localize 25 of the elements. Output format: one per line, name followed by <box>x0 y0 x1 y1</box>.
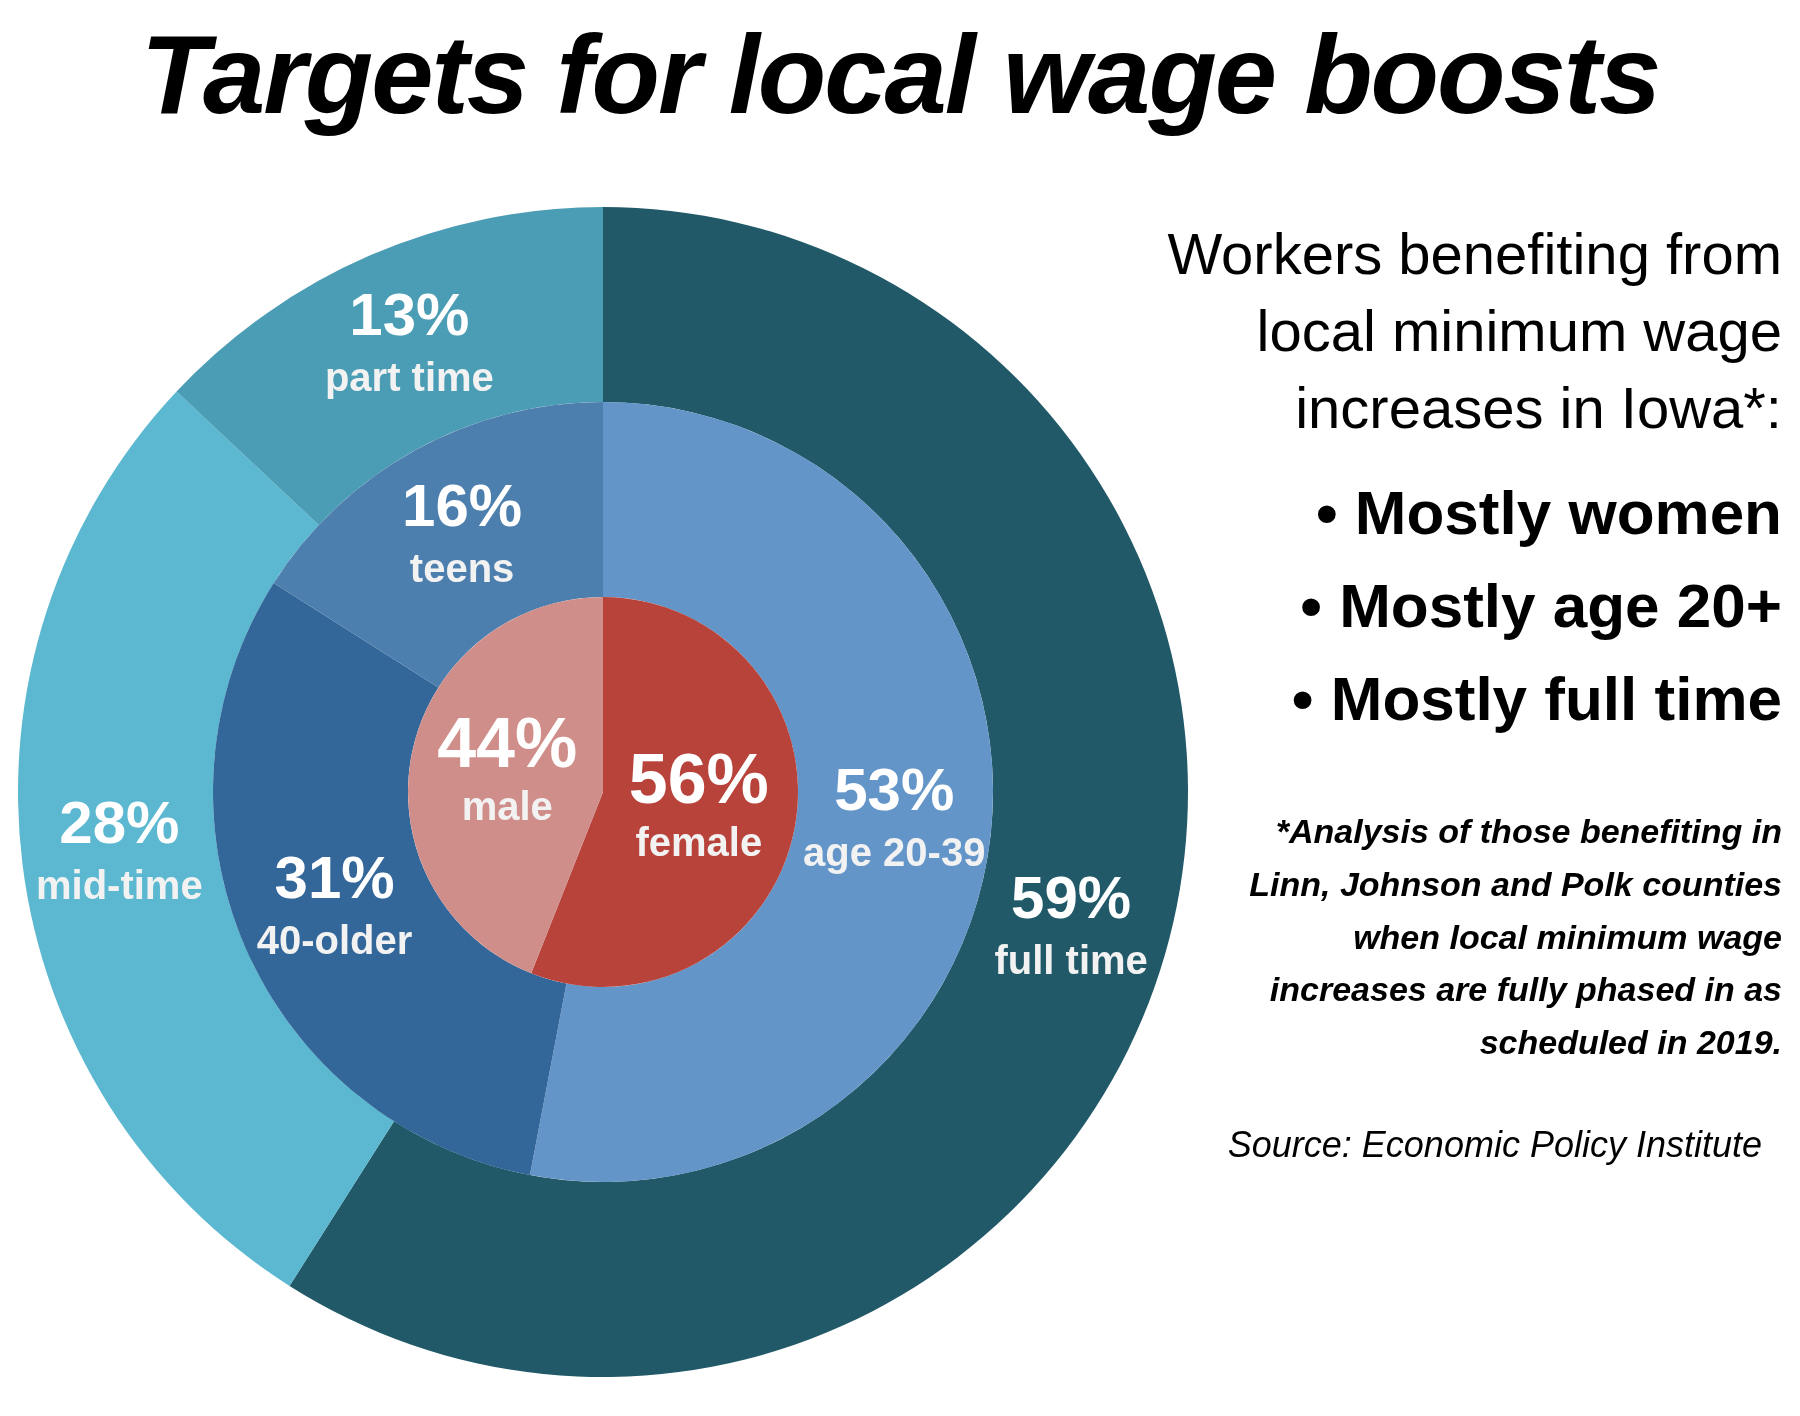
data-label: 44% <box>437 703 578 782</box>
slice-label: female <box>635 820 763 865</box>
donut-slice <box>273 402 603 688</box>
slice-label: teens <box>409 545 515 590</box>
slice-label: age 20-39 <box>803 829 986 874</box>
slice-label: 40-older <box>256 918 413 963</box>
data-label: 16% <box>402 471 523 539</box>
text: Workers benefiting from local minimum wage increases in Iowa*: <box>1166 220 1782 443</box>
slice-label: part time <box>324 354 494 399</box>
data-label: 13% <box>349 280 470 348</box>
data-label: 53% <box>834 755 955 823</box>
text: • Mostly age 20+ <box>1299 570 1782 643</box>
chart-title: Targets for local wage boosts <box>139 11 1661 139</box>
slice-label: full time <box>994 938 1148 983</box>
text: • Mostly women <box>1314 477 1782 550</box>
slice-label: male <box>461 783 553 828</box>
source-note: Source: Economic Policy Institute <box>1226 1123 1763 1166</box>
slice-label: mid-time <box>36 863 203 908</box>
data-label: 59% <box>1011 864 1132 932</box>
text: • Mostly full time <box>1290 663 1782 736</box>
text: *Analysis of those benefiting in Linn, Johnson and Polk counties when local minimum wage increases are fully phased in as scheduled in 2019. <box>1249 812 1782 1062</box>
data-label: 56% <box>628 740 769 819</box>
data-label: 28% <box>59 789 180 857</box>
donut-slice <box>176 207 603 526</box>
data-label: 31% <box>274 844 395 912</box>
